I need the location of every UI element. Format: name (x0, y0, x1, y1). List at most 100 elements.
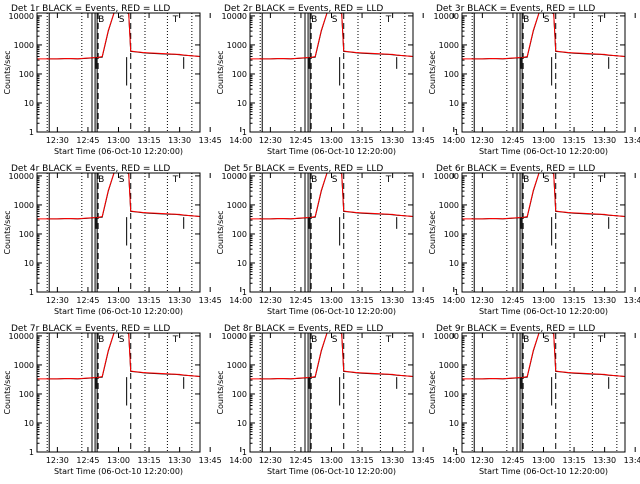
y-tick-label: 1000 (227, 41, 247, 50)
x-tick-label: 13:15 (351, 456, 374, 465)
marker-b: B (98, 175, 104, 185)
y-tick-label: 100 (19, 70, 34, 79)
y-tick-label: 1 (242, 288, 247, 297)
plot-frame (36, 172, 201, 293)
y-tick-label: 1 (29, 448, 34, 457)
y-tick-label: 10 (237, 99, 247, 108)
x-tick-label: 14:00 (229, 136, 252, 145)
x-tick-label: 13:45 (412, 136, 435, 145)
plot-frame (249, 12, 414, 133)
x-tick-label: 12:45 (76, 456, 99, 465)
x-tick-label: 13:15 (351, 296, 374, 305)
x-tick-label: 13:45 (624, 296, 640, 305)
x-tick-label: 12:30 (471, 456, 494, 465)
marker-t: T (597, 335, 604, 345)
plot-frame (249, 172, 414, 293)
plot-frame (249, 332, 414, 453)
x-tick-label: 13:00 (532, 136, 555, 145)
marker-t: T (172, 335, 179, 345)
y-tick-label: 10000 (9, 332, 34, 341)
y-tick-label: 1 (454, 288, 459, 297)
y-tick-label: 100 (19, 230, 34, 239)
marker-t: T (385, 335, 392, 345)
y-tick-label: 10 (449, 99, 459, 108)
x-tick-label: 12:45 (76, 136, 99, 145)
x-tick-label: 12:30 (259, 296, 282, 305)
y-tick-label: 100 (232, 70, 247, 79)
detector-panel-5: B S T 1 10 100 1000 10000 12:30 12:45 13:00 13:15 13… (216, 164, 465, 316)
x-tick-label: 14:00 (442, 296, 465, 305)
x-axis-label: Start Time (06-Oct-10 12:20:00) (54, 307, 183, 316)
detector-panel-1: B S T 1 10 100 1000 10000 12:30 12:45 13:00 13:15 13… (3, 4, 252, 156)
x-axis-label: Start Time (06-Oct-10 12:20:00) (267, 307, 396, 316)
x-tick-label: 13:15 (563, 136, 586, 145)
x-tick-label: 13:00 (532, 456, 555, 465)
x-tick-label: 13:30 (593, 136, 616, 145)
x-tick-label: 12:45 (501, 136, 524, 145)
x-tick-label: 12:30 (259, 456, 282, 465)
panel-title: Det 5r BLACK = Events, RED = LLD (224, 164, 383, 174)
marker-t: T (597, 15, 604, 25)
panel-title: Det 4r BLACK = Events, RED = LLD (11, 164, 170, 174)
x-tick-label: 12:45 (289, 296, 312, 305)
detector-panel-7: B S T 1 10 100 1000 10000 12:30 12:45 13:00 13:15 13… (3, 324, 252, 476)
x-tick-label: 12:30 (46, 456, 69, 465)
marker-s: S (544, 175, 550, 185)
marker-b: B (98, 15, 104, 25)
x-tick-label: 12:30 (46, 136, 69, 145)
panel-title: Det 2r BLACK = Events, RED = LLD (224, 4, 383, 14)
y-tick-label: 1 (29, 288, 34, 297)
y-axis-label: Counts/sec (216, 210, 225, 254)
x-tick-label: 13:30 (168, 456, 191, 465)
marker-b: B (98, 335, 104, 345)
y-tick-label: 100 (232, 390, 247, 399)
x-tick-label: 12:45 (501, 456, 524, 465)
marker-t: T (597, 175, 604, 185)
x-tick-label: 12:45 (76, 296, 99, 305)
y-tick-label: 1 (454, 128, 459, 137)
panel-title: Det 9r BLACK = Events, RED = LLD (436, 324, 595, 334)
y-tick-label: 10000 (222, 12, 247, 21)
x-axis-label: Start Time (06-Oct-10 12:20:00) (479, 467, 608, 476)
x-tick-label: 14:00 (229, 456, 252, 465)
marker-s: S (332, 15, 338, 25)
marker-s: S (544, 335, 550, 345)
x-tick-label: 14:00 (442, 136, 465, 145)
x-axis-label: Start Time (06-Oct-10 12:20:00) (267, 467, 396, 476)
y-tick-label: 1 (29, 128, 34, 137)
detector-panel-4: B S T 1 10 100 1000 10000 12:30 12:45 13:00 13:15 13… (3, 164, 252, 316)
marker-b: B (311, 335, 317, 345)
y-tick-label: 1000 (439, 201, 459, 210)
y-tick-label: 10 (449, 419, 459, 428)
x-tick-label: 12:30 (471, 136, 494, 145)
x-tick-label: 13:00 (107, 296, 130, 305)
x-tick-label: 13:30 (381, 296, 404, 305)
x-tick-label: 13:30 (381, 136, 404, 145)
detector-panel-9: B S T 1 10 100 1000 10000 12:30 12:45 13:00 13:15 13… (428, 324, 640, 476)
x-tick-label: 12:45 (289, 456, 312, 465)
y-axis-label: Counts/sec (428, 210, 437, 254)
x-tick-label: 13:15 (138, 136, 161, 145)
x-tick-label: 12:30 (471, 296, 494, 305)
plot-frame (36, 332, 201, 453)
y-tick-label: 100 (19, 390, 34, 399)
marker-s: S (119, 175, 125, 185)
y-tick-label: 100 (444, 230, 459, 239)
x-tick-label: 13:45 (412, 456, 435, 465)
x-tick-label: 13:15 (138, 296, 161, 305)
y-tick-label: 100 (444, 390, 459, 399)
y-tick-label: 10000 (222, 332, 247, 341)
y-tick-label: 1000 (14, 41, 34, 50)
y-axis-label: Counts/sec (216, 50, 225, 94)
y-tick-label: 10000 (434, 172, 459, 181)
y-tick-label: 10 (24, 419, 34, 428)
x-axis-label: Start Time (06-Oct-10 12:20:00) (54, 147, 183, 156)
marker-t: T (172, 175, 179, 185)
marker-b: B (311, 175, 317, 185)
y-axis-label: Counts/sec (216, 370, 225, 414)
x-tick-label: 13:15 (563, 296, 586, 305)
y-tick-label: 10 (24, 99, 34, 108)
x-tick-label: 13:30 (168, 136, 191, 145)
